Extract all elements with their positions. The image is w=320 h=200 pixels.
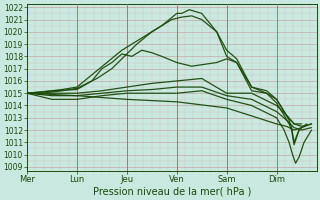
X-axis label: Pression niveau de la mer( hPa ): Pression niveau de la mer( hPa ) — [92, 187, 251, 197]
